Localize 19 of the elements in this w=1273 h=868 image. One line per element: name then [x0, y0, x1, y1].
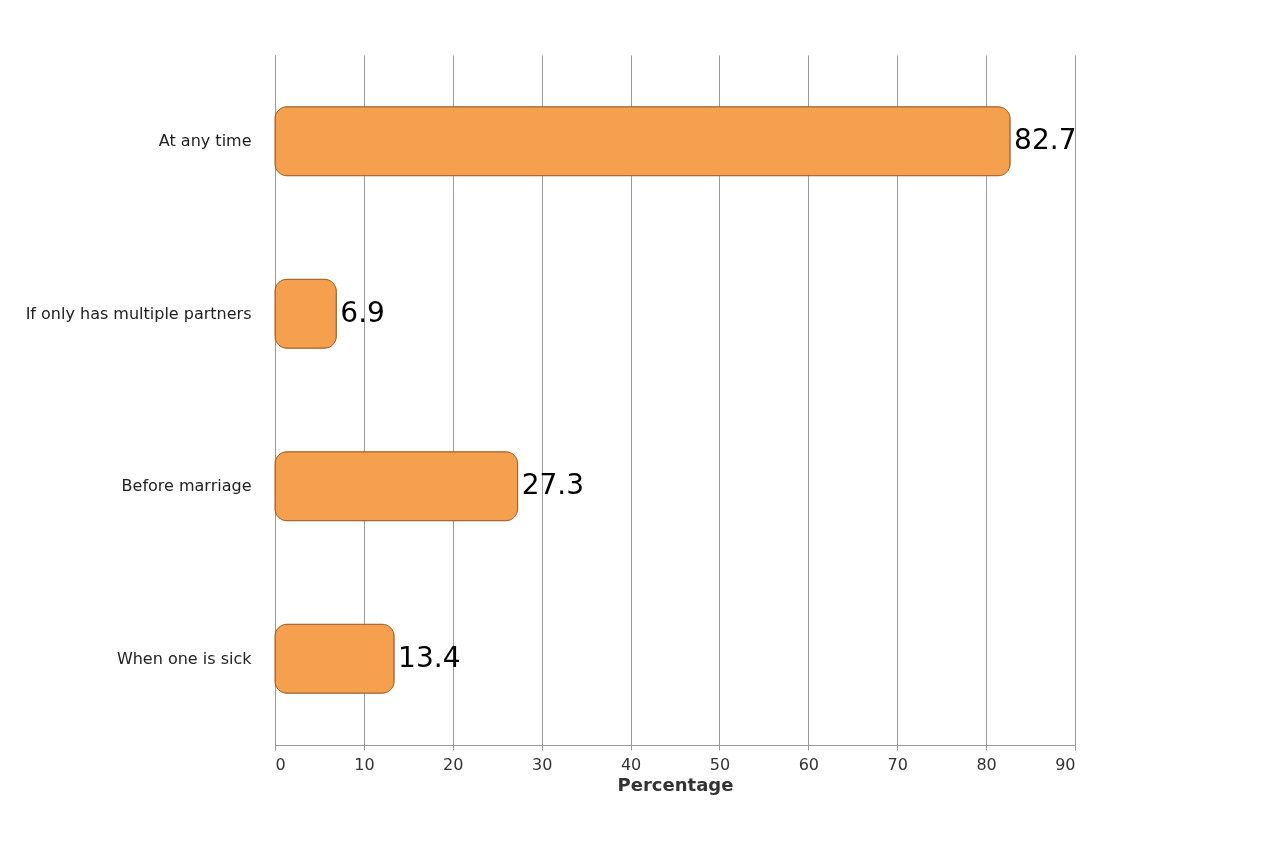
x-tick-label: 30	[531, 754, 553, 774]
x-tick-label: 90	[1055, 754, 1076, 774]
data-label: 27.3	[521, 468, 585, 502]
y-tick-label: At any time	[158, 131, 252, 151]
x-tick-label: 60	[798, 754, 820, 774]
x-tick-label: 20	[443, 754, 464, 774]
data-label: 6.9	[340, 295, 385, 329]
x-tick-label: 80	[976, 754, 997, 774]
x-axis-title: Percentage	[617, 773, 734, 795]
y-tick-label: Before marriage	[121, 476, 252, 496]
x-tick-label: 10	[354, 754, 375, 774]
y-tick-label: If only has multiple partners	[25, 303, 252, 323]
data-label: 13.4	[398, 640, 461, 674]
data-label: 82.7	[1014, 123, 1077, 157]
x-tick-label: 0	[275, 754, 286, 774]
x-tick-label: 50	[709, 754, 731, 774]
x-tick-label: 70	[887, 754, 908, 774]
y-tick-label: When one is sick	[116, 648, 253, 668]
x-tick-label: 40	[620, 754, 642, 774]
